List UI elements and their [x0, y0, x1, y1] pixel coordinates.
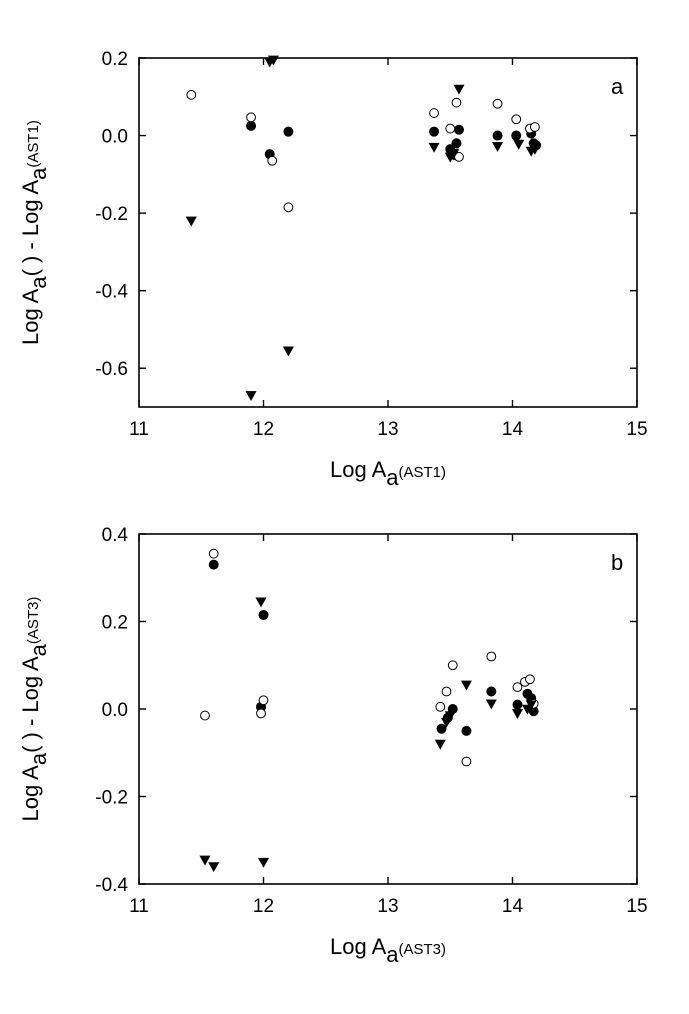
panel-b-point-triangle	[444, 711, 456, 722]
panel-a-point-triangle	[448, 148, 460, 159]
panel-b-x-tick-label: 11	[129, 896, 149, 917]
panel-a-point-filled-circle	[283, 126, 294, 137]
panel-a-y-tick-label: 0.0	[102, 127, 128, 148]
panel-b-point-filled-circle	[512, 699, 523, 710]
panel-b-point-open-circle	[258, 695, 269, 706]
panel-a-point-filled-circle	[429, 126, 440, 137]
panel-a-point-open-circle	[530, 122, 540, 132]
panel-b-y-tick-label: 0.4	[102, 525, 129, 546]
panel-a-point-open-circle	[511, 114, 522, 125]
panel-b-series-filled-triangle-down	[199, 597, 537, 873]
panel-b-point-triangle	[441, 717, 453, 728]
panel-b-point-open-circle	[200, 710, 210, 721]
panel-b-x-tick-label: 13	[377, 896, 398, 917]
panel-a-x-tick-label: 12	[253, 419, 274, 440]
panel-b-point-open-circle	[435, 701, 446, 712]
panel-a-point-triangle	[428, 142, 440, 153]
panel-b-series-open-circle	[200, 548, 539, 767]
panel-a-point-triangle	[267, 55, 279, 66]
panel-a-point-open-circle	[267, 155, 278, 166]
panel-a-x-axis-label: Log Aa(AST1)	[330, 457, 446, 490]
panel-a-point-filled-circle	[492, 130, 503, 141]
panel-b-point-triangle	[255, 597, 267, 608]
panel-b-point-filled-circle	[461, 725, 472, 736]
panel-b-point-open-circle	[256, 708, 266, 719]
panel-b-letter: b	[611, 550, 623, 575]
panel-a-point-triangle	[453, 84, 465, 95]
panel-a-point-triangle	[529, 144, 541, 155]
panel-b-x-tick-label: 12	[253, 896, 274, 917]
panel-a-y-tick-label: -0.2	[95, 204, 128, 225]
panel-a-x-tick-label: 15	[626, 419, 647, 440]
panel-b-point-filled-circle	[436, 723, 447, 734]
panel-a-y-tick-label: -0.6	[95, 359, 128, 380]
panel-b-point-open-circle	[512, 682, 523, 693]
panel-b-point-filled-circle	[208, 559, 219, 570]
panel-a-x-tick-label: 13	[377, 419, 398, 440]
panel-a-series-filled-circle	[246, 120, 542, 160]
panel-b-point-triangle	[525, 700, 537, 711]
panel-a-point-open-circle	[492, 98, 503, 109]
panel-b-point-filled-circle	[258, 609, 269, 620]
panel-a-series-filled-triangle-down	[185, 55, 541, 401]
panel-b-point-triangle	[257, 857, 270, 868]
panel-a-point-filled-circle	[246, 120, 257, 131]
panel-b-plot-frame	[138, 533, 638, 885]
panel-a-point-triangle	[492, 142, 504, 153]
panel-b-point-triangle	[199, 855, 211, 866]
panel-b-point-triangle	[434, 739, 446, 750]
panel-a-point-open-circle	[246, 112, 256, 123]
panel-b-point-open-circle	[461, 756, 472, 767]
panel-b-scatter: 11 12 13 14 15 0.4 0.2 0.0 -0.2 -0.4 b Log Aa(AST3)…	[18, 525, 648, 967]
panel-b-y-tick-label: 0.2	[102, 613, 128, 634]
panel-a-series-open-circle	[186, 89, 540, 213]
panel-b-point-open-circle	[447, 660, 458, 671]
panel-a-plot-frame	[138, 57, 638, 408]
panel-a-point-open-circle	[429, 108, 439, 118]
panel-b-x-tick-label: 14	[502, 896, 524, 917]
panel-a-point-open-circle	[186, 89, 197, 100]
panel-b-point-triangle	[485, 699, 497, 710]
panel-b-point-open-circle	[441, 686, 452, 697]
panel-b-y-tick-label: -0.4	[95, 875, 128, 896]
panel-b-point-triangle	[208, 862, 220, 873]
panel-a-point-open-circle	[445, 123, 456, 134]
panel-b-series-filled-circle	[208, 559, 539, 736]
panel-b-y-tick-label: 0.0	[102, 700, 128, 721]
panel-a-point-triangle	[282, 346, 294, 357]
panel-b-point-open-circle	[525, 674, 535, 685]
panel-a-point-filled-circle	[511, 130, 522, 141]
panel-b-point-filled-circle	[486, 686, 497, 697]
panel-a-point-triangle	[245, 391, 257, 401]
panel-a-x-tick-label: 11	[129, 419, 149, 440]
panel-a-y-tick-label: 0.2	[102, 49, 128, 70]
panel-b-x-tick-label: 15	[626, 896, 647, 917]
panel-a-point-triangle	[185, 216, 197, 227]
panel-a-point-open-circle	[451, 97, 462, 108]
panel-a-x-tick-label: 14	[502, 419, 524, 440]
panel-b-y-tick-label: -0.2	[95, 788, 128, 809]
panel-a-point-filled-circle	[451, 138, 462, 149]
panel-a-point-filled-circle	[453, 124, 464, 135]
panel-b-point-triangle	[460, 680, 472, 691]
panel-a-letter: a	[611, 74, 624, 99]
panel-b-point-open-circle	[208, 548, 219, 559]
panel-b-point-open-circle	[486, 651, 497, 662]
panel-a-scatter: 11 12 13 14 15 0.2 0.0 -0.2 -0.4 -0.6 a Log Aa(AST1…	[18, 49, 648, 490]
panel-b-point-triangle	[511, 709, 523, 719]
panel-b-x-axis-label: Log Aa(AST3)	[330, 934, 446, 967]
panel-b-y-axis-label: Log Aa( ) - Log Aa(AST3)	[18, 597, 51, 822]
panel-a-y-tick-label: -0.4	[95, 282, 128, 303]
panel-a-y-axis-label: Log Aa( ) - Log Aa(AST1)	[18, 120, 51, 345]
panel-a-point-open-circle	[283, 202, 294, 213]
panel-a-point-triangle	[513, 139, 525, 150]
